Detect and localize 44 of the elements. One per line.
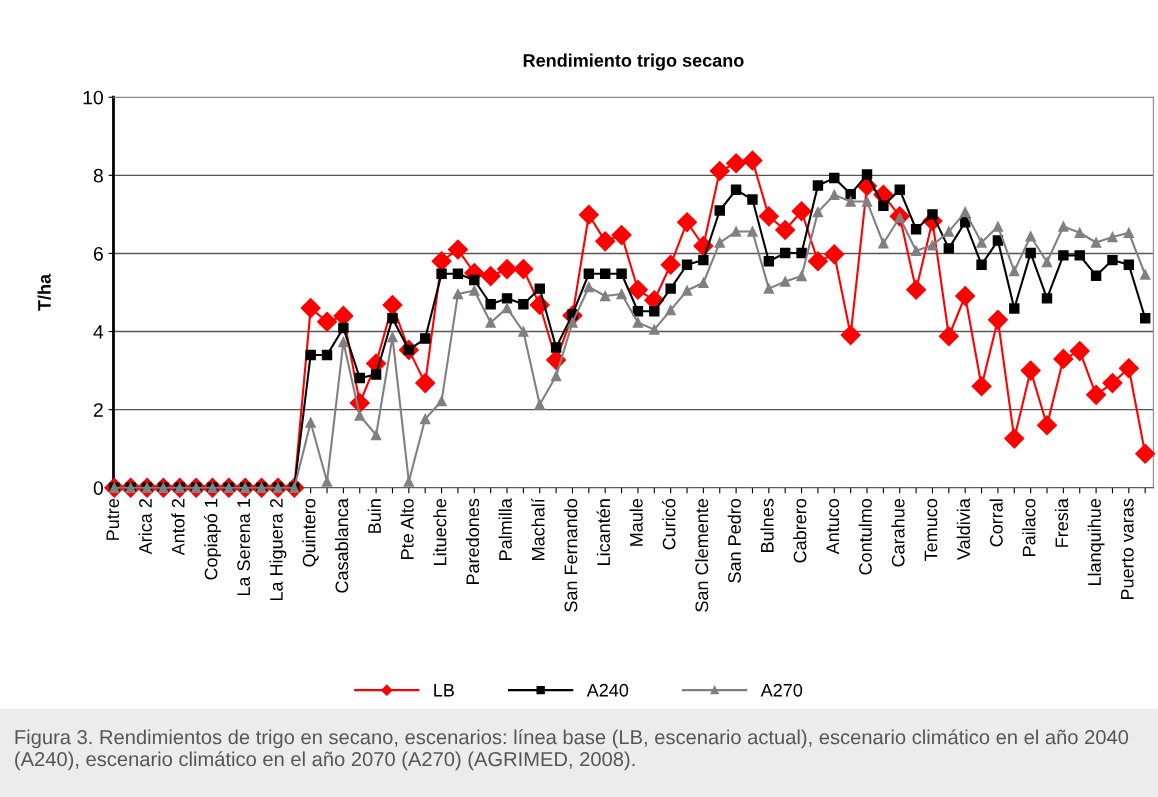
x-tick-label: Contulmo bbox=[858, 498, 872, 575]
x-tick-label: Quintero bbox=[302, 498, 319, 567]
y-tick-label: 6 bbox=[93, 246, 103, 261]
x-tick-label: Valdivia bbox=[956, 498, 971, 560]
x-tick-label: Arica 2 bbox=[138, 499, 152, 555]
x-tick-label: La Serena 1 bbox=[237, 499, 251, 596]
x-tick-label: Palmilla bbox=[498, 498, 512, 560]
x-tick-label: Copiapó 1 bbox=[203, 499, 221, 580]
y-tick-label: 10 bbox=[83, 90, 103, 105]
x-tick-label: Machalí bbox=[531, 498, 545, 560]
x-tick-label: Pailaco bbox=[1022, 498, 1036, 556]
x-tick-label: Paredones bbox=[465, 498, 480, 585]
y-tick-label: 8 bbox=[93, 168, 103, 183]
x-tick-label: San Pedro bbox=[727, 498, 741, 583]
x-tick-label: Bulnes bbox=[760, 498, 774, 552]
x-tick-label: San Fernando bbox=[564, 498, 578, 612]
x-tick-label: Puerto varas bbox=[1121, 498, 1134, 600]
x-tick-label: Curicó bbox=[662, 498, 676, 550]
x-tick-label: Cabrero bbox=[793, 498, 807, 563]
x-tick-label: Llanquihue bbox=[1087, 498, 1105, 586]
x-tick-label: Corral bbox=[989, 499, 1003, 547]
x-tick-label: Carahue bbox=[891, 498, 905, 567]
x-tick-label: Antof 2 bbox=[171, 499, 185, 556]
x-tick-label: Fresia bbox=[1054, 498, 1069, 547]
legend-label: A270 bbox=[760, 683, 803, 697]
legend-label: A240 bbox=[586, 683, 629, 697]
chart-title: Rendimiento trigo secano bbox=[523, 53, 744, 71]
x-tick-label: Temuco bbox=[924, 498, 938, 561]
y-tick-label: 2 bbox=[93, 403, 103, 417]
x-tick-label: Maule bbox=[629, 498, 643, 546]
legend-label: LB bbox=[434, 684, 454, 697]
x-tick-label: Putre bbox=[106, 498, 120, 540]
y-axis-title: T/ha bbox=[37, 273, 51, 311]
y-tick-label: 0 bbox=[93, 481, 103, 495]
x-tick-label: Buin bbox=[367, 499, 381, 533]
x-tick-label: Antuco bbox=[826, 498, 840, 555]
y-tick-label: 4 bbox=[93, 325, 104, 339]
text: Figura 3. Rendimientos de trigo en secano, escenarios: línea base (LB, escenario actual), escenario climático en el año 2040 (A240), escenario climático en el año 2070 (A270) (AGRIMED, 2008). bbox=[15, 729, 1129, 771]
x-tick-label: San Clemente bbox=[694, 498, 709, 612]
x-tick-label: Pte Alto bbox=[400, 498, 414, 559]
x-tick-label: Litueche bbox=[433, 498, 447, 565]
x-tick-label: La Higuera 2 bbox=[269, 499, 287, 601]
x-tick-label: Licantén bbox=[596, 499, 611, 565]
x-tick-label: Casablanca bbox=[334, 498, 349, 593]
